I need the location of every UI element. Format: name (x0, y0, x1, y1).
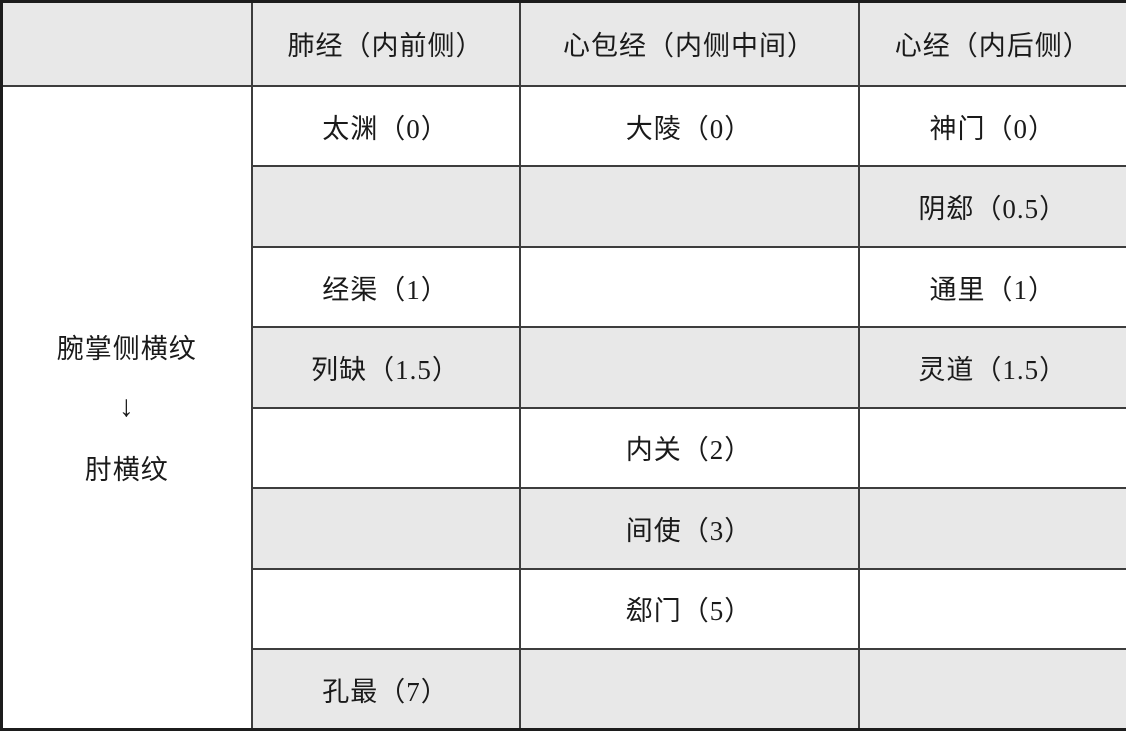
cell-empty (250, 567, 521, 651)
cell-empty (857, 648, 1126, 731)
table-row: 列缺（1.5） 灵道（1.5） (2, 326, 1126, 409)
side-label: 腕掌侧横纹 ↓ 肘横纹 (3, 327, 251, 487)
cell-empty (518, 245, 860, 329)
column-header-lung-meridian: 肺经（内前侧） (250, 0, 521, 87)
table-row: 郄门（5） (2, 567, 1126, 651)
cell-lieque: 列缺（1.5） (250, 326, 521, 409)
table-row: 腕掌侧横纹 ↓ 肘横纹 太渊（0） 大陵（0） 神门（0） (0, 84, 1126, 731)
cell-daling: 大陵（0） (518, 84, 860, 168)
side-label-bottom: 肘横纹 (84, 455, 169, 486)
header-row: 肺经（内前侧） 心包经（内侧中间） 心经（内后侧） (0, 0, 1126, 87)
cell-empty (250, 406, 521, 490)
cell-yinxi: 阴郄（0.5） (857, 165, 1126, 248)
cell-taiyuan: 太渊（0） (250, 84, 521, 168)
side-label-cell: 腕掌侧横纹 ↓ 肘横纹 (0, 84, 253, 731)
table-row: 间使（3） (2, 487, 1126, 570)
cell-shenmen: 神门（0） (857, 84, 1126, 168)
cell-jingqu: 经渠（1） (250, 245, 521, 329)
cell-empty (250, 487, 521, 570)
down-arrow-icon: ↓ (118, 390, 135, 424)
column-header-pericardium-meridian: 心包经（内侧中间） (518, 0, 860, 87)
cell-empty (518, 648, 860, 731)
corner-cell (0, 0, 253, 87)
cell-empty (857, 406, 1126, 490)
cell-ximen: 郄门（5） (518, 567, 860, 651)
cell-kongzui: 孔最（7） (250, 648, 521, 731)
cell-neiguan: 内关（2） (518, 406, 860, 490)
cell-tongli: 通里（1） (857, 245, 1126, 329)
table-row: 内关（2） (2, 406, 1126, 490)
cell-empty (857, 567, 1126, 651)
side-label-top: 腕掌侧横纹 (56, 334, 197, 365)
cell-empty (250, 165, 521, 248)
cell-jianshi: 间使（3） (518, 487, 860, 570)
table-row: 阴郄（0.5） (2, 165, 1126, 248)
cell-empty (518, 326, 860, 409)
cell-empty (857, 487, 1126, 570)
table-row: 孔最（7） (2, 648, 1126, 731)
cell-lingdao: 灵道（1.5） (857, 326, 1126, 409)
table-row: 经渠（1） 通里（1） (2, 245, 1126, 329)
cell-empty (518, 165, 860, 248)
column-header-heart-meridian: 心经（内后侧） (857, 0, 1126, 87)
